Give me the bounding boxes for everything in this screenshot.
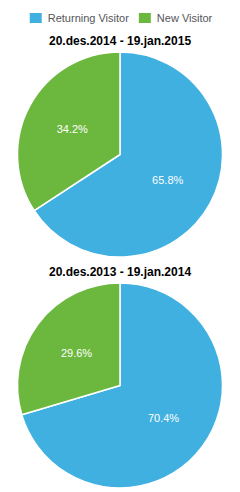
svg-text:29.6%: 29.6%: [61, 347, 92, 359]
svg-text:Returning Visitor: Returning Visitor: [48, 12, 129, 24]
svg-text:20.des.2014 - 19.jan.2015: 20.des.2014 - 19.jan.2015: [49, 34, 191, 48]
svg-text:65.8%: 65.8%: [152, 174, 183, 186]
svg-text:New Visitor: New Visitor: [157, 12, 213, 24]
svg-text:70.4%: 70.4%: [148, 412, 179, 424]
svg-text:20.des.2013 - 19.jan.2014: 20.des.2013 - 19.jan.2014: [49, 265, 191, 279]
svg-text:34.2%: 34.2%: [57, 123, 88, 135]
